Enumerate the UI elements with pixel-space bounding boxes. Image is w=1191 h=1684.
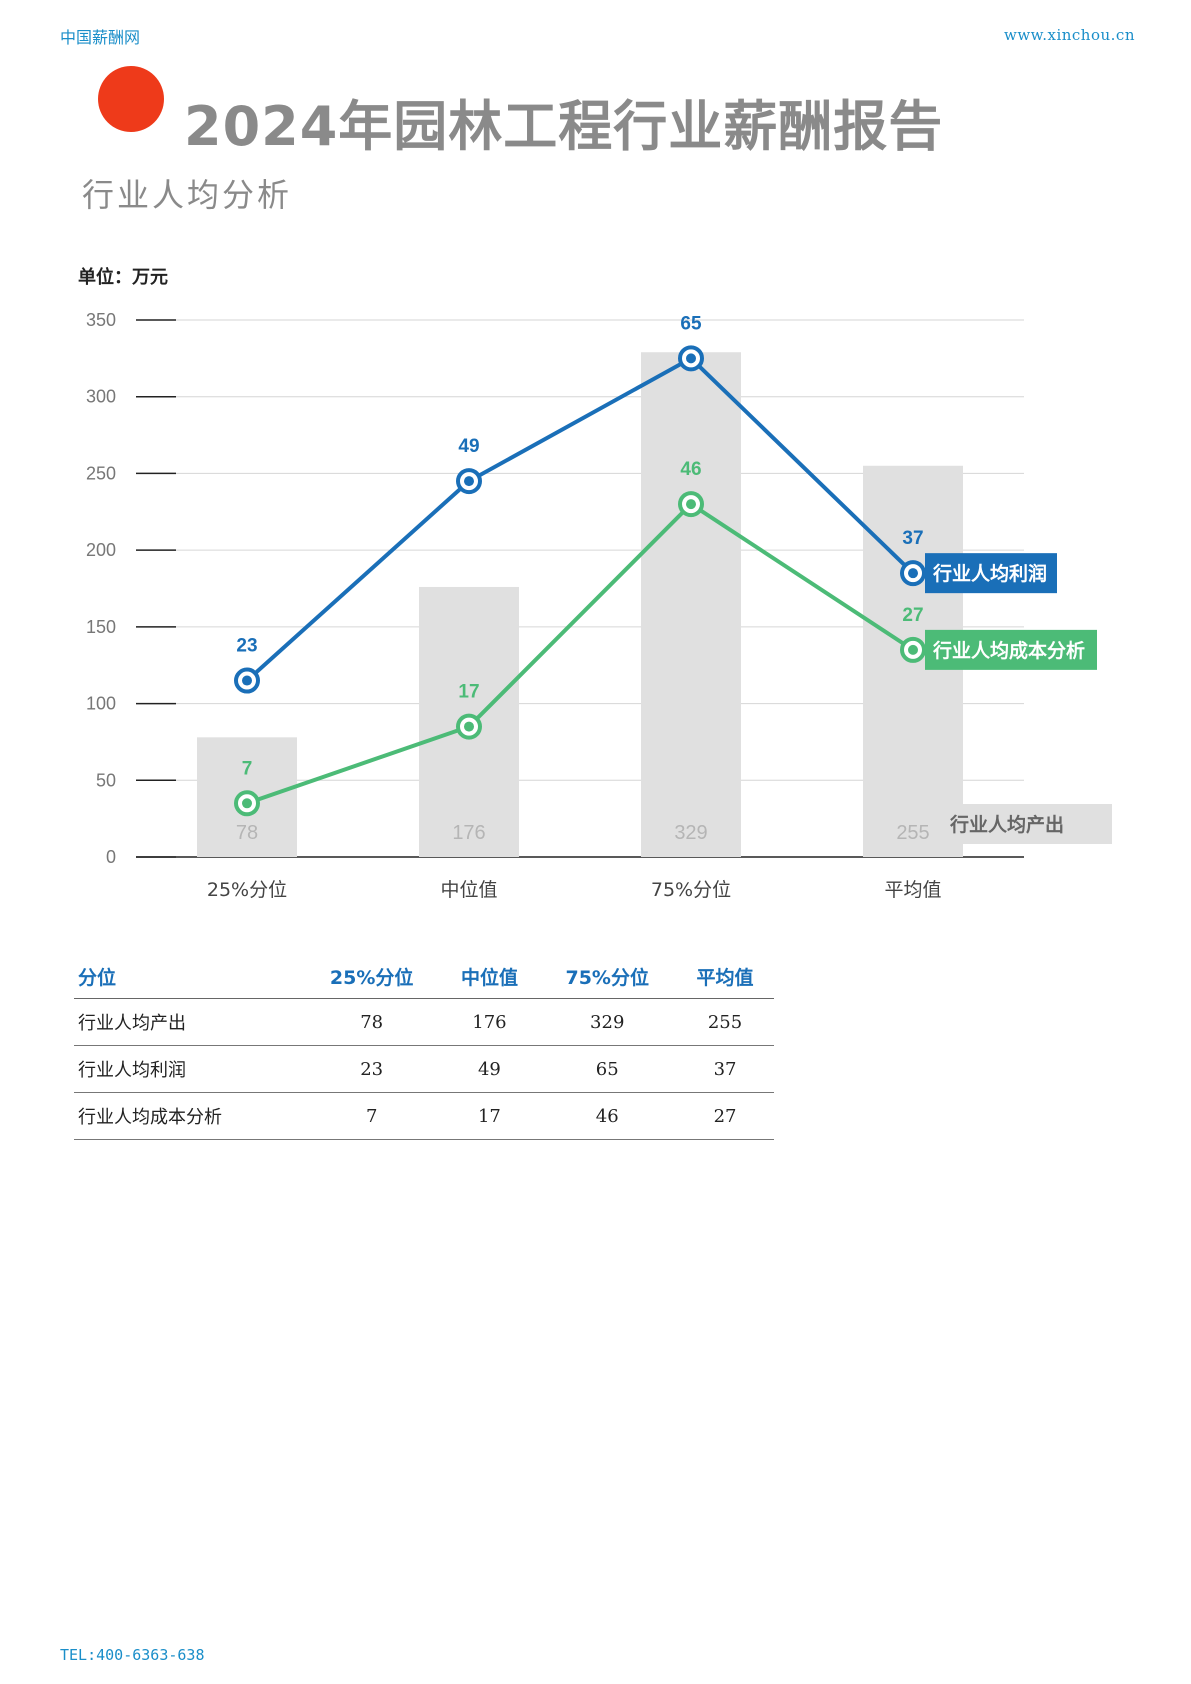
report-title: 2024年园林工程行业薪酬报告 (184, 95, 944, 158)
table-cell: 17 (440, 1092, 539, 1140)
table-header-cell: 中位值 (440, 955, 539, 999)
table-cell: 78 (302, 998, 441, 1046)
bar-value-label: 78 (236, 822, 258, 844)
table-cell: 176 (440, 998, 539, 1046)
legend-tag-profit (925, 553, 1057, 594)
table-cell: 329 (538, 998, 677, 1046)
row-label: 行业人均产出 (74, 998, 303, 1046)
data-label: 7 (242, 758, 253, 779)
y-tick-label: 150 (86, 617, 116, 637)
data-point-core (242, 675, 252, 686)
data-label: 49 (458, 436, 479, 457)
y-tick-label: 200 (86, 540, 116, 560)
data-label: 23 (236, 636, 257, 657)
row-label: 行业人均成本分析 (74, 1092, 303, 1140)
legend-label-output: 行业人均产出 (949, 813, 1064, 836)
table-cell: 49 (440, 1045, 539, 1093)
bar (641, 352, 741, 857)
table-row: 行业人均成本分析 7 17 46 27 (74, 1092, 774, 1140)
data-label: 27 (902, 605, 923, 626)
data-point-core (464, 476, 474, 487)
data-point-core (908, 644, 918, 655)
series-line (245, 356, 915, 683)
data-label: 65 (680, 313, 702, 334)
brand-name: 中国薪酬网 (60, 28, 141, 47)
data-point-core (464, 721, 474, 732)
legend-label-cost: 行业人均成本分析 (932, 639, 1085, 662)
y-tick-label: 250 (86, 463, 116, 483)
table-cell: 7 (302, 1092, 441, 1140)
y-tick-label: 0 (106, 847, 116, 867)
bar-value-label: 329 (674, 822, 707, 844)
unit-label: 单位：万元 (78, 267, 168, 288)
table-cell: 46 (538, 1092, 677, 1140)
legend-tag-cost (925, 629, 1097, 670)
y-tick-label: 50 (96, 770, 116, 790)
row-label: 行业人均利润 (74, 1045, 303, 1093)
x-tick-label: 25%分位 (207, 879, 287, 901)
data-label: 17 (458, 682, 479, 703)
data-label: 46 (680, 459, 701, 480)
data-label: 37 (902, 528, 923, 549)
table-cell: 27 (676, 1092, 774, 1140)
table-row: 行业人均产出 78 176 329 255 (74, 998, 774, 1046)
table-header-cell: 平均值 (676, 955, 774, 999)
data-point-core (686, 499, 696, 510)
table-cell: 255 (676, 998, 774, 1046)
legend-tag-output (936, 804, 1112, 844)
table-header-row: 分位 25%分位 中位值 75%分位 平均值 (74, 955, 774, 999)
table-header-cell: 25%分位 (302, 955, 441, 999)
table-row: 行业人均利润 23 49 65 37 (74, 1045, 774, 1093)
legend-label-profit: 行业人均利润 (932, 562, 1047, 585)
table-header-cell: 75%分位 (538, 955, 677, 999)
series-line (246, 502, 915, 806)
title-accent-dot (98, 66, 164, 132)
data-table: 分位 25%分位 中位值 75%分位 平均值 行业人均产出 78 176 329… (74, 955, 774, 1140)
combo-chart: 0 50 100 150 200 250 300 350 78 176 329 255 行业人均产出 25… (86, 310, 1112, 901)
table-cell: 65 (538, 1045, 677, 1093)
x-tick-label: 平均值 (884, 879, 941, 901)
y-tick-label: 100 (86, 694, 116, 714)
site-url[interactable]: www.xinchou.cn (1003, 26, 1135, 44)
x-tick-label: 75%分位 (651, 879, 731, 901)
y-tick-label: 350 (86, 310, 116, 330)
data-point-core (242, 798, 252, 809)
bar-value-label: 255 (896, 822, 929, 844)
table-cell: 37 (676, 1045, 774, 1093)
section-subtitle: 行业人均分析 (82, 176, 293, 214)
data-point-core (908, 568, 918, 579)
y-tick-label: 300 (86, 387, 116, 407)
table-cell: 23 (302, 1045, 441, 1093)
x-tick-label: 中位值 (440, 879, 497, 901)
table-header-cell: 分位 (74, 955, 303, 999)
footer-tel: TEL:400-6363-638 (60, 1646, 205, 1664)
data-point-core (686, 353, 696, 364)
bar-value-label: 176 (452, 822, 485, 844)
